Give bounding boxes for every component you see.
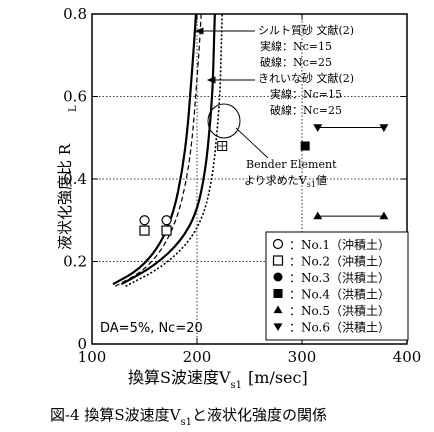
silt-title: シルト質砂 文献(2)	[258, 23, 354, 37]
x-axis-label: 換算S波速度Vs1 [m/sec]	[128, 368, 308, 391]
silt-dashed-label: 破線：Nc=25	[260, 55, 332, 69]
y-axis-label-text: 液状化強度比 R	[56, 143, 74, 250]
clean-arrow-head	[206, 76, 216, 84]
legend-marker-2	[273, 272, 283, 282]
y-tick-label-0.8: 0.8	[63, 5, 87, 23]
figure-caption-tail: と液状化強度の関係	[192, 406, 327, 424]
y-tick-label-0: 0	[77, 335, 87, 353]
x-axis-label-unit: [m/sec]	[248, 368, 308, 387]
figure-caption-sub: s1	[181, 417, 193, 428]
x-axis-label-text: 換算S波速度Vs1 [m/sec]	[128, 368, 308, 391]
y-tick-label-0.6: 0.6	[63, 88, 87, 106]
clean-solid-label: 実線：Nc=15	[270, 87, 342, 101]
point-series0-1	[161, 215, 172, 226]
clean-dashed-label: 破線：Nc=25	[270, 103, 342, 117]
y-axis-label: 液状化強度比 R L	[56, 105, 79, 250]
point-series4-0	[313, 211, 323, 220]
bender-highlight-circle	[207, 103, 241, 139]
bender-point	[217, 141, 228, 151]
point-series4-1	[379, 211, 389, 220]
bender-leader-line	[235, 127, 269, 159]
curve-2	[120, 13, 216, 286]
x-tick-label-300: 300	[288, 348, 317, 366]
legend-marker-5	[273, 323, 283, 331]
legend-label-2: ：No.3（洪積土）	[289, 270, 390, 285]
bender-label-line2: より求めたVs1値	[244, 174, 327, 189]
curve-1	[114, 13, 202, 287]
legend-marker-3	[273, 289, 283, 298]
bender-label-line1: Bender Element	[246, 158, 337, 171]
x-tick-label-400: 400	[393, 348, 422, 366]
reference-curves	[112, 13, 223, 287]
legend-label-0: ：No.1（沖積土）	[289, 237, 390, 252]
x-axis-label-sub: s1	[231, 380, 243, 391]
point-series5-1	[379, 124, 389, 132]
x-tick-label-200: 200	[183, 348, 212, 366]
point-series0-0	[139, 215, 150, 226]
y-axis-label-sub: L	[68, 105, 79, 112]
legend-box	[265, 231, 409, 341]
figure-caption: 図-4 換算S波速度Vs1と液状化強度の関係	[50, 406, 327, 428]
legend-label-4: ：No.5（洪積土）	[289, 303, 390, 318]
x-tick-label-100: 100	[78, 348, 107, 366]
curve-3	[125, 13, 223, 287]
legend-marker-0	[272, 238, 284, 250]
point-series1-1	[161, 225, 172, 236]
y-tick-label-0.2: 0.2	[63, 253, 87, 271]
clean-title: きれいな砂 文献(2)	[258, 71, 354, 85]
legend-marker-1	[272, 255, 284, 266]
data-points	[139, 124, 389, 236]
legend: ：No.1（沖積土） ：No.2（沖積土）：No.3（洪積土） ：No.4（洪積土）…	[265, 231, 409, 341]
axis-ticks	[91, 13, 408, 345]
legend-label-5: ：No.6（洪積土）	[289, 320, 390, 335]
range-arrows	[317, 126, 384, 217]
tick-labels: 100 200 300 400 0 0.2 0.4 0.6 0.8	[63, 5, 421, 366]
legend-label-3: ：No.4（洪積土）	[289, 287, 390, 302]
curve-0	[112, 13, 198, 286]
point-series3-0	[300, 141, 310, 151]
bender-label-tail: 値	[316, 174, 327, 187]
point-series5-0	[313, 124, 323, 132]
legend-label-1: ：No.2（沖積土）	[289, 254, 390, 269]
point-series1-0	[139, 225, 150, 236]
silt-arrow-head	[194, 27, 204, 35]
condition-label: DA=5%, Nc=20	[100, 321, 203, 336]
y-tick-label-0.4: 0.4	[63, 170, 87, 188]
figure-caption-text: 図-4 換算S波速度Vs1と液状化強度の関係	[50, 406, 327, 428]
silt-solid-label: 実線：Nc=15	[260, 39, 332, 53]
grid-lines	[92, 14, 407, 344]
legend-marker-4	[273, 305, 283, 314]
bender-label-sub: s1	[307, 180, 316, 189]
